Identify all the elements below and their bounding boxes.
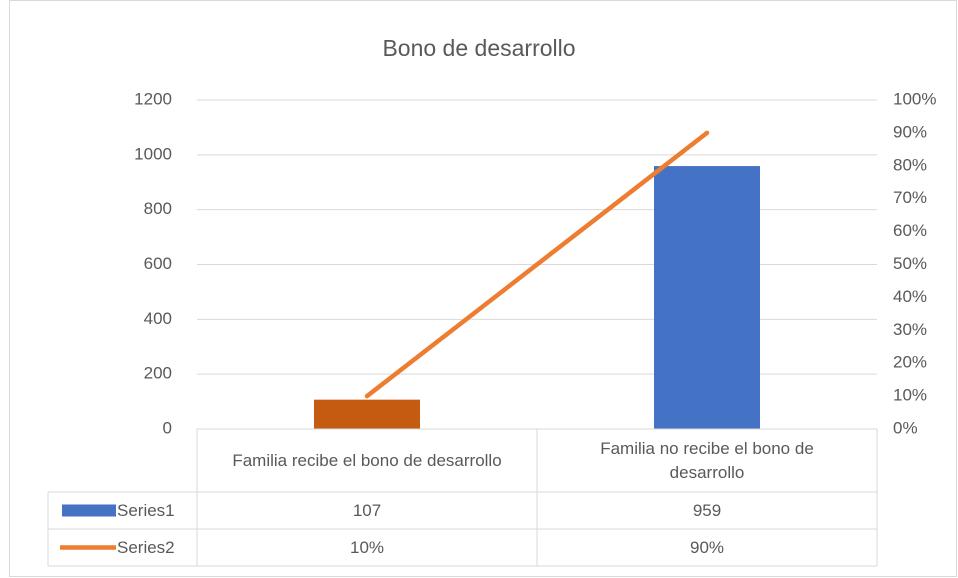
x-tick-label: Familia no recibe el bono de desarrollo <box>600 438 814 482</box>
y2-tick-label: 0% <box>893 418 918 437</box>
line-series <box>364 130 710 399</box>
y2-tick-label: 30% <box>893 320 927 339</box>
y-tick-label: 400 <box>144 309 172 328</box>
category-label: Familia no recibe el bono de desarrollo <box>600 438 814 482</box>
category-label: Familia recibe el bono de desarrollo <box>232 450 502 470</box>
legend-key <box>62 504 116 517</box>
table-value: 107 <box>353 501 381 520</box>
y2-tick-label: 20% <box>893 353 927 372</box>
table-value: 10% <box>350 538 384 557</box>
y2-tick-label: 100% <box>893 89 936 108</box>
y2-tick-label: 40% <box>893 287 927 306</box>
y2-tick-label: 80% <box>893 155 927 174</box>
table-value: 959 <box>693 501 721 520</box>
y-tick-label: 1000 <box>134 144 172 163</box>
y-tick-label: 200 <box>144 364 172 383</box>
y-tick-label: 0 <box>163 418 172 437</box>
chart-area <box>9 0 957 577</box>
y2-tick-label: 90% <box>893 122 927 141</box>
y2-tick-label: 50% <box>893 254 927 273</box>
legend-label: Series2 <box>117 538 175 557</box>
chart-title: Bono de desarrollo <box>382 35 575 61</box>
bar <box>654 166 760 430</box>
table-value: 90% <box>690 538 724 557</box>
legend-label: Series1 <box>117 501 175 520</box>
y2-tick-label: 60% <box>893 221 927 240</box>
x-tick-label: Familia recibe el bono de desarrollo <box>232 450 502 470</box>
y-tick-label: 600 <box>144 254 172 273</box>
y2-tick-label: 10% <box>893 386 927 405</box>
y2-tick-label: 70% <box>893 188 927 207</box>
bar <box>314 399 420 429</box>
y-tick-label: 800 <box>144 199 172 218</box>
y-tick-label: 1200 <box>134 89 172 108</box>
